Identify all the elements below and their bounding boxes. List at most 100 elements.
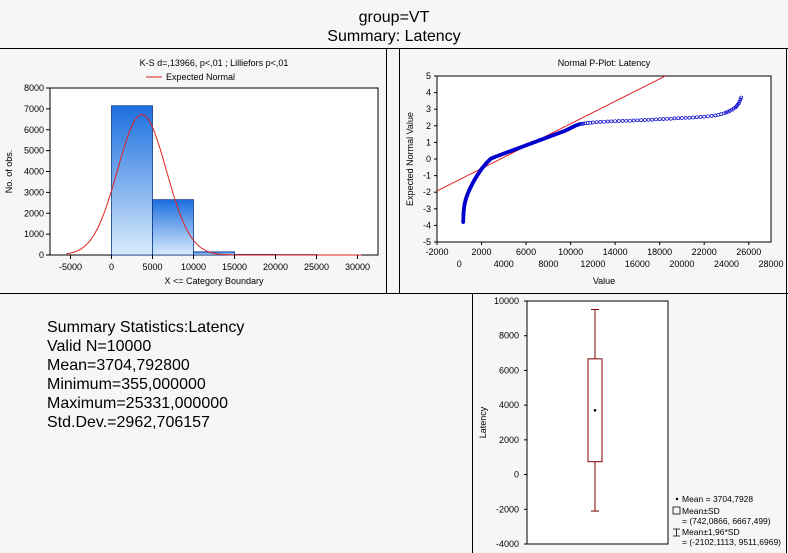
pplot-point xyxy=(650,117,655,122)
pplot-point xyxy=(698,115,703,119)
divider-top xyxy=(0,48,788,49)
pplot-point xyxy=(731,106,736,111)
hist-xtick-label-5: 20000 xyxy=(263,262,288,272)
box-mean-point xyxy=(593,408,597,412)
stats-valid-n: Valid N=10000 xyxy=(47,338,152,355)
stats-minimum: Minimum=355,000000 xyxy=(47,376,206,393)
stats-std-dev: Std.Dev.=2962,706157 xyxy=(47,414,210,431)
header-title-summary: Summary: Latency xyxy=(327,28,461,45)
hist-ytick-label-3: 3000 xyxy=(24,187,44,197)
hist-xtick-label-2: 5000 xyxy=(142,262,162,272)
stats-maximum: Maximum=25331,000000 xyxy=(47,395,229,412)
pplot-point xyxy=(687,115,692,120)
pplot-point xyxy=(602,119,606,124)
box-plot-chart: -4000 -2000 0 2000 4000 6000 8000 10000 Latency M… xyxy=(478,296,781,549)
stats-heading: Summary Statistics:Latency xyxy=(47,319,245,336)
pplot-point xyxy=(726,109,730,114)
pplot-ytick-label-1: -4 xyxy=(423,220,431,230)
pplot-point xyxy=(706,114,710,119)
box-ytick-label-6: 8000 xyxy=(499,331,519,341)
pplot-point xyxy=(672,116,677,121)
divider-top-mid-2 xyxy=(399,48,400,293)
pplot-point xyxy=(680,116,684,120)
pplot-point xyxy=(613,119,617,124)
pplot-plot-area xyxy=(436,75,772,243)
pplot-ytick-label-2: -3 xyxy=(423,204,431,214)
box-ytick-label-1: -2000 xyxy=(496,504,519,514)
pplot-ylabel: Expected Normal Value xyxy=(405,112,415,206)
pplot-point xyxy=(581,121,586,126)
pplot-ytick-label-8: 3 xyxy=(426,104,431,114)
pplot-xtick-label-top-4: 14000 xyxy=(603,247,628,257)
normal-p-plot-chart: Normal P-Plot: Latency -5 -4 -3 -2 -1 0 1 2 3 4 5 -2… xyxy=(405,58,784,286)
pplot-point xyxy=(585,121,590,125)
pplot-point xyxy=(591,120,595,125)
pplot-point xyxy=(683,115,688,120)
box-legend-whisker-marker xyxy=(673,528,680,537)
pplot-point xyxy=(676,116,681,121)
pplot-point xyxy=(605,119,610,124)
pplot-point xyxy=(709,114,714,118)
pplot-xtick-label-bottom-0: 0 xyxy=(457,259,462,269)
pplot-ytick-label-5: 0 xyxy=(426,154,431,164)
pplot-point xyxy=(702,114,707,119)
box-ytick-label-4: 4000 xyxy=(499,400,519,410)
pplot-point xyxy=(694,115,699,120)
hist-ylabel: No. of obs. xyxy=(4,150,14,194)
box-legend-mean: Mean = 3704,7928 xyxy=(682,494,753,504)
pplot-point xyxy=(639,118,643,123)
divider-right-edge xyxy=(786,48,787,553)
hist-title: K-S d=,13966, p<,01 ; Lilliefors p<,01 xyxy=(140,58,289,68)
pplot-ytick-label-6: 1 xyxy=(426,137,431,147)
hist-xlabel: X <= Category Boundary xyxy=(164,276,264,286)
pplot-point xyxy=(579,122,584,126)
box-ytick-label-0: -4000 xyxy=(496,539,519,549)
pplot-point xyxy=(624,118,629,123)
hist-xtick-label-6: 25000 xyxy=(304,262,329,272)
pplot-xtick-label-bottom-5: 20000 xyxy=(669,259,694,269)
pplot-ytick-label-3: -2 xyxy=(423,187,431,197)
pplot-ytick-label-0: -5 xyxy=(423,237,431,247)
summary-statistics: Summary Statistics:Latency Valid N=10000… xyxy=(47,318,244,432)
pplot-xtick-label-bottom-3: 12000 xyxy=(580,259,605,269)
pplot-xtick-label-top-0: -2000 xyxy=(425,247,448,257)
divider-top-mid xyxy=(386,48,387,293)
box-legend-sd-range: = (742,0866, 6667,499) xyxy=(682,516,771,526)
pplot-point xyxy=(737,99,742,104)
pplot-point xyxy=(577,122,582,126)
hist-xtick-label-7: 30000 xyxy=(345,262,370,272)
box-ytick-label-7: 10000 xyxy=(494,296,519,306)
hist-bar-1 xyxy=(152,199,194,256)
hist-legend-label: Expected Normal xyxy=(166,72,235,82)
box-legend-sd: Mean±SD xyxy=(682,506,720,516)
pplot-reference-line xyxy=(437,76,667,192)
hist-ytick-label-8: 8000 xyxy=(24,83,44,93)
box-ylabel: Latency xyxy=(478,406,488,438)
pplot-point xyxy=(738,97,743,102)
pplot-point xyxy=(583,121,587,126)
hist-normal-curve xyxy=(66,113,362,256)
hist-xtick-label-0: -5000 xyxy=(59,262,82,272)
histogram-chart: K-S d=,13966, p<,01 ; Lilliefors p<,01 Ex… xyxy=(4,58,379,286)
hist-ytick-label-2: 2000 xyxy=(24,208,44,218)
box-legend-sd-marker xyxy=(672,506,681,515)
hist-ytick-label-1: 1000 xyxy=(24,229,44,239)
pplot-point xyxy=(594,120,599,125)
pplot-point xyxy=(654,117,658,122)
pplot-point xyxy=(642,118,647,122)
hist-plot-area xyxy=(49,87,379,256)
pplot-xtick-label-bottom-6: 24000 xyxy=(714,259,739,269)
pplot-xtick-label-top-5: 18000 xyxy=(647,247,672,257)
pplot-point xyxy=(628,118,632,123)
pplot-xtick-label-top-3: 10000 xyxy=(558,247,583,257)
pplot-point xyxy=(736,101,741,106)
pplot-xtick-label-top-7: 26000 xyxy=(736,247,761,257)
pplot-ytick-label-4: -1 xyxy=(423,171,431,181)
pplot-point xyxy=(616,119,621,123)
pplot-point xyxy=(722,111,727,116)
box-legend-mean-marker xyxy=(675,497,679,501)
pplot-point xyxy=(691,115,695,120)
header-title-group: group=VT xyxy=(358,9,430,26)
pplot-ytick-label-9: 4 xyxy=(426,88,431,98)
hist-ytick-label-6: 6000 xyxy=(24,125,44,135)
